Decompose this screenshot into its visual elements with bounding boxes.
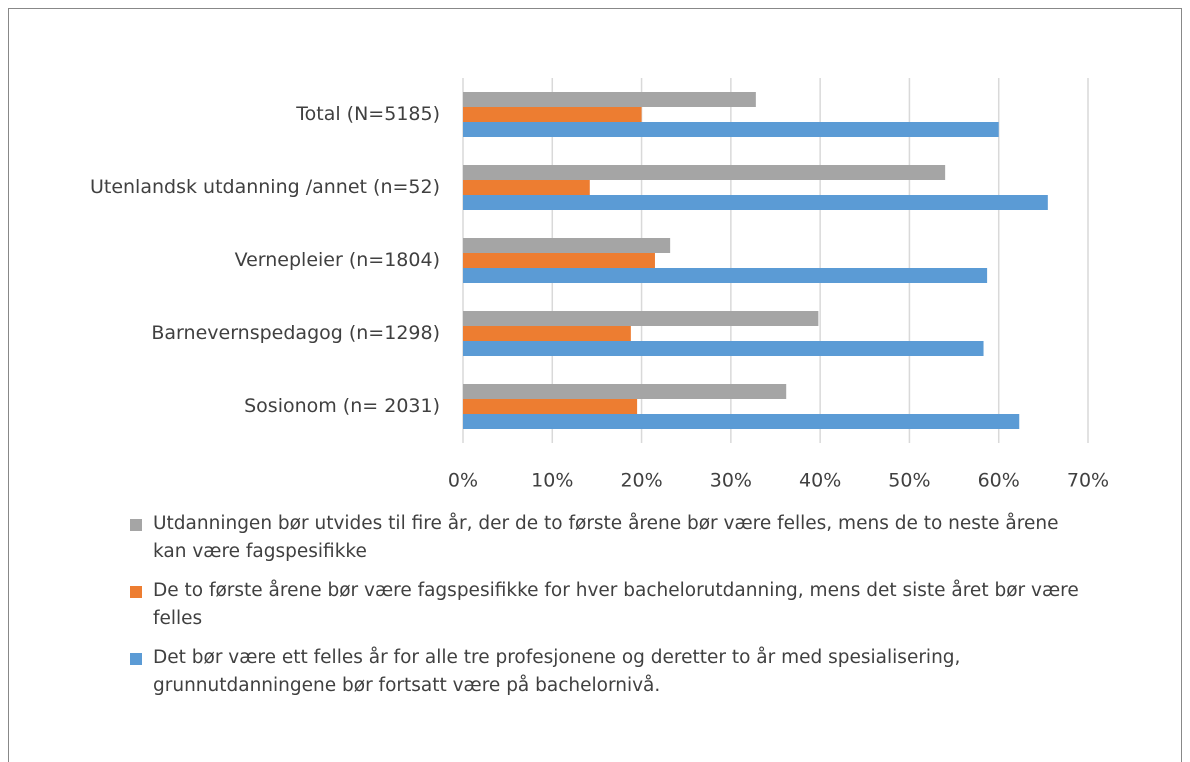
legend-label: Utdanningen bør utvides til fire år, der…: [153, 513, 1059, 562]
bar: [463, 195, 1048, 210]
bar: [463, 399, 638, 414]
bar: [463, 311, 819, 326]
bar: [463, 326, 631, 341]
y-tick-label: Sosionom (n= 2031): [244, 395, 440, 417]
y-tick-label: Utenlandsk utdanning /annet (n=52): [90, 176, 440, 198]
legend-item: De to første årene bør være fagspesifikk…: [130, 577, 1090, 633]
x-tick-label: 50%: [888, 470, 930, 492]
legend-swatch: [130, 586, 142, 598]
bar: [463, 414, 1020, 429]
bar: [463, 180, 590, 195]
bar: [463, 384, 787, 399]
legend: Utdanningen bør utvides til fire år, der…: [130, 510, 1090, 711]
y-tick-label: Total (N=5185): [295, 103, 440, 125]
legend-swatch: [130, 653, 142, 665]
bar: [463, 165, 946, 180]
x-tick-label: 30%: [710, 470, 752, 492]
x-tick-label: 0%: [448, 470, 478, 492]
legend-label: Det bør være ett felles år for alle tre …: [153, 647, 961, 696]
x-tick-label: 20%: [620, 470, 662, 492]
bar: [463, 107, 642, 122]
bar: [463, 238, 671, 253]
legend-item: Det bør være ett felles år for alle tre …: [130, 644, 1090, 700]
x-tick-label: 70%: [1067, 470, 1109, 492]
bar: [463, 122, 999, 137]
bar: [463, 253, 655, 268]
x-tick-label: 60%: [978, 470, 1020, 492]
bar: [463, 341, 984, 356]
y-tick-label: Barnevernspedagog (n=1298): [151, 322, 440, 344]
y-tick-label: Vernepleier (n=1804): [235, 249, 440, 271]
bar: [463, 92, 756, 107]
x-tick-label: 10%: [531, 470, 573, 492]
legend-item: Utdanningen bør utvides til fire år, der…: [130, 510, 1090, 566]
legend-swatch: [130, 519, 142, 531]
frame: [8, 8, 1182, 762]
legend-label: De to første årene bør være fagspesifikk…: [153, 580, 1079, 629]
x-tick-label: 40%: [799, 470, 841, 492]
bar: [463, 268, 988, 283]
